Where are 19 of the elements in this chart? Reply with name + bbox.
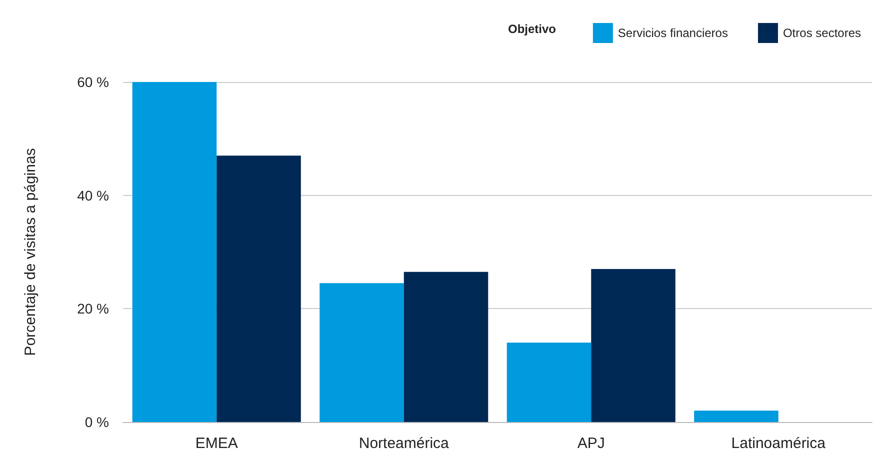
x-tick-label: EMEA <box>195 435 238 452</box>
y-axis-title: Porcentaje de visitas a páginas <box>22 148 39 356</box>
bar <box>404 272 488 422</box>
x-tick-label: Norteamérica <box>358 435 450 452</box>
x-tick-label: Latinoamérica <box>731 435 826 452</box>
y-tick-label: 60 % <box>77 74 109 90</box>
bar <box>506 342 592 422</box>
legend-label: Servicios financieros <box>618 26 728 40</box>
bar <box>591 269 676 422</box>
y-tick-label: 40 % <box>77 187 109 204</box>
legend-label: Otros sectores <box>782 26 862 40</box>
x-tick-label: APJ <box>577 435 605 452</box>
legend-title: Objetivo <box>508 22 556 36</box>
y-tick-label: 0 % <box>84 414 109 430</box>
bar <box>132 82 217 422</box>
bar <box>694 410 778 422</box>
bar <box>320 283 404 422</box>
bar <box>216 156 301 422</box>
y-tick-label: 20 % <box>77 300 109 317</box>
